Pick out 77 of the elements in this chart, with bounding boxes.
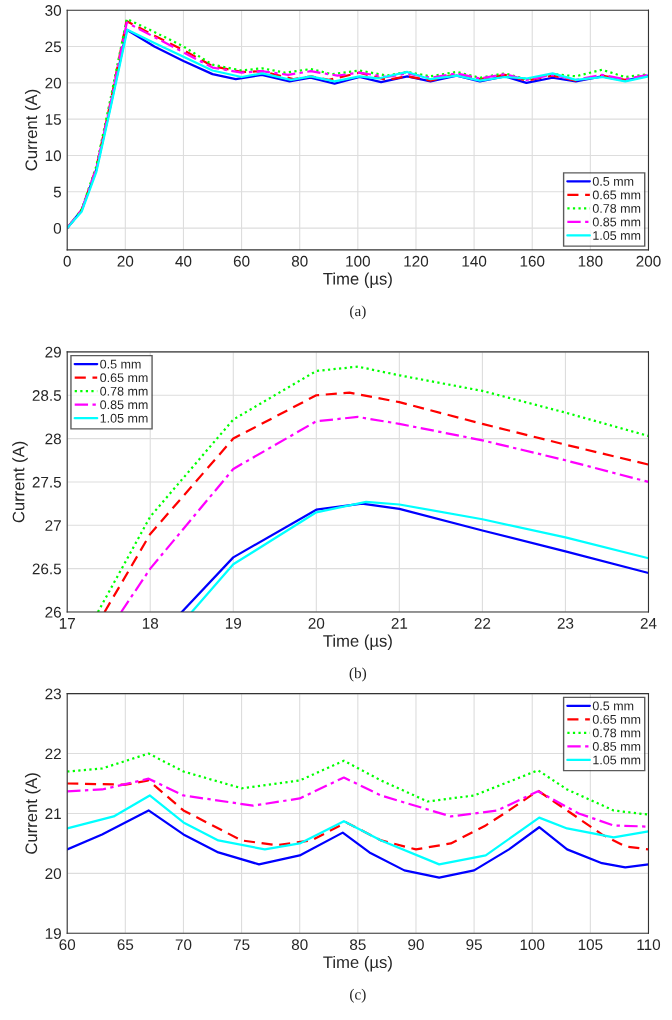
x-tick-label: 23 <box>557 617 574 629</box>
y-axis-title: Current (A) <box>12 441 28 523</box>
x-tick-label: 21 <box>391 617 408 629</box>
y-tick-label: 28 <box>45 433 61 445</box>
legend-label: 1.05 mm <box>593 231 641 240</box>
x-tick-label: 100 <box>346 255 370 267</box>
x-axis-title: Time (µs) <box>323 272 392 289</box>
legend-label: 0.78 mm <box>592 204 641 213</box>
y-tick-label: 29 <box>45 346 61 358</box>
x-tick-label: 22 <box>474 617 491 629</box>
y-tick-label: 21 <box>45 808 61 819</box>
y-axis-title: Current (A) <box>24 89 41 171</box>
x-tick-label: 0 <box>63 255 71 267</box>
x-tick-label: 80 <box>291 255 308 267</box>
text: (c) <box>350 988 366 1003</box>
legend-label: 0.5 mm <box>592 701 634 711</box>
x-tick-label: 20 <box>117 255 134 267</box>
x-tick-label: 19 <box>225 617 242 629</box>
legend-label: 0.78 mm <box>100 386 148 396</box>
y-tick-label: 22 <box>45 748 61 760</box>
x-tick-label: 20 <box>308 617 325 629</box>
x-tick-label: 140 <box>462 255 487 267</box>
x-tick-label: 100 <box>520 939 545 951</box>
x-tick-label: 80 <box>291 939 308 951</box>
line-series <box>67 794 649 866</box>
legend-label: 0.85 mm <box>592 217 641 227</box>
y-axis-title: Current (A) <box>24 773 41 854</box>
y-tick-label: 30 <box>45 5 62 16</box>
x-tick-label: 24 <box>640 617 657 629</box>
legend-label: 0.85 mm <box>592 742 641 751</box>
x-tick-label: 85 <box>350 939 366 951</box>
x-tick-label: 65 <box>117 939 134 951</box>
legend-label: 0.65 mm <box>592 714 641 724</box>
y-tick-label: 25 <box>45 41 62 53</box>
x-tick-label: 180 <box>578 255 603 267</box>
y-tick-label: 20 <box>45 868 62 880</box>
line-series <box>67 779 649 851</box>
legend-label: 0.5 mm <box>592 176 634 186</box>
x-tick-label: 90 <box>408 939 424 951</box>
y-tick-label: 23 <box>45 688 61 700</box>
y-tick-label: 0 <box>53 222 62 234</box>
x-tick-label: 75 <box>233 939 250 951</box>
legend-label: 0.5 mm <box>100 359 141 369</box>
text: (b) <box>349 667 367 682</box>
x-axis-title: Time (µs) <box>323 955 392 972</box>
y-tick-label: 19 <box>45 928 61 939</box>
x-tick-label: 40 <box>175 255 192 267</box>
y-tick-label: 15 <box>45 114 62 125</box>
legend-label: 1.05 mm <box>100 413 148 423</box>
x-tick-label: 95 <box>466 939 482 951</box>
y-tick-label: 20 <box>45 77 62 89</box>
x-tick-label: 70 <box>175 939 192 951</box>
legend-label: 0.78 mm <box>592 728 641 738</box>
text: (a) <box>350 305 366 320</box>
x-tick-label: 60 <box>233 255 250 267</box>
y-tick-label: 27.5 <box>32 476 62 488</box>
y-tick-label: 26.5 <box>32 563 62 575</box>
y-tick-label: 27 <box>45 520 61 531</box>
line-series <box>67 752 649 816</box>
x-tick-label: 17 <box>59 618 75 629</box>
legend-label: 0.65 mm <box>592 190 641 200</box>
x-tick-label: 105 <box>578 939 603 951</box>
x-tick-label: 18 <box>142 617 159 629</box>
legend-label: 0.65 mm <box>100 373 148 383</box>
y-tick-label: 10 <box>45 150 62 162</box>
legend-label: 0.85 mm <box>100 400 148 410</box>
x-tick-label: 160 <box>520 255 545 267</box>
x-tick-label: 200 <box>636 255 661 267</box>
y-tick-label: 28.5 <box>32 390 62 401</box>
y-tick-label: 5 <box>53 186 61 198</box>
x-tick-label: 110 <box>637 939 661 951</box>
line-series <box>67 809 649 879</box>
x-tick-label: 120 <box>404 255 429 267</box>
legend-label: 1.05 mm <box>593 755 641 765</box>
x-axis-title: Time (µs) <box>323 634 392 651</box>
x-tick-label: 60 <box>59 939 76 951</box>
y-tick-label: 26 <box>45 606 61 618</box>
